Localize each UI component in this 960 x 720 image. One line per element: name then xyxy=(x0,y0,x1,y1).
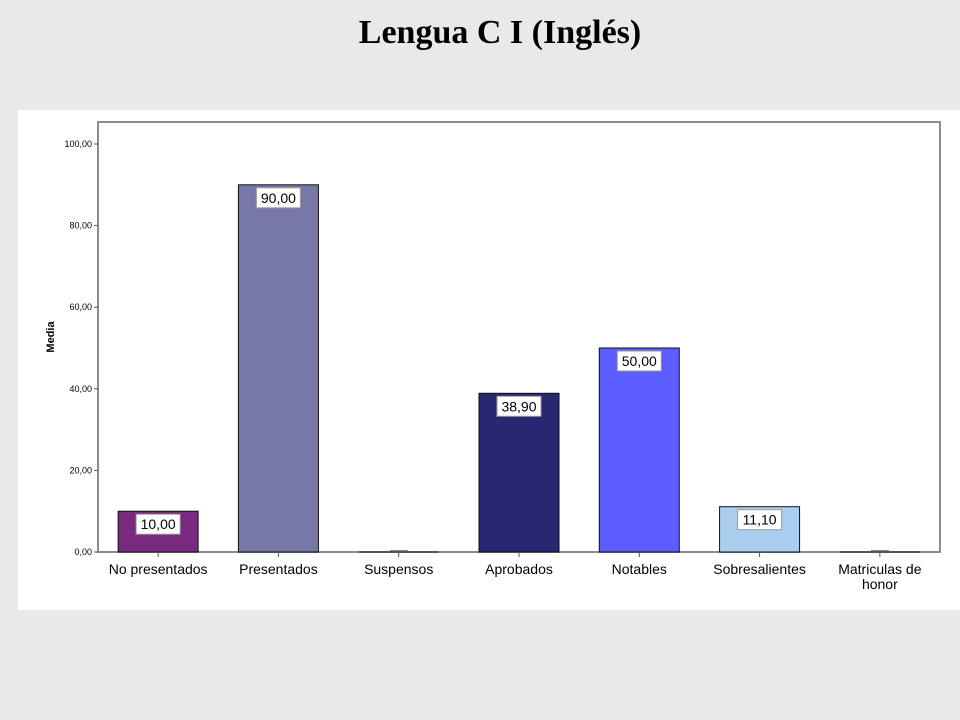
chart-panel: 0,00 20,00 40,00 60,00 80,00 100,00 Media No pr… xyxy=(18,110,960,610)
x-tick-label: Aprobados xyxy=(485,561,553,577)
data-label: 90,00 xyxy=(261,190,296,206)
x-tick-label: Sobresalientes xyxy=(713,561,806,577)
data-label: 10,00 xyxy=(141,516,176,532)
data-label: 38,90 xyxy=(501,398,536,414)
y-axis-title: Media xyxy=(45,321,57,353)
x-tick-label: Notables xyxy=(612,561,667,577)
x-tick-label: Matriculas de xyxy=(838,561,921,577)
y-tick-label: 80,00 xyxy=(69,221,92,231)
data-label: 11,10 xyxy=(743,512,777,528)
y-tick-label: 60,00 xyxy=(69,302,92,312)
x-tick-label: Presentados xyxy=(239,561,318,577)
data-label-box xyxy=(616,350,662,372)
y-tick-label: 0,00 xyxy=(74,547,92,557)
x-tick-label: honor xyxy=(862,576,898,592)
y-tick-label: 40,00 xyxy=(69,384,92,394)
x-tick-label: No presentados xyxy=(109,561,208,577)
data-label: 50,00 xyxy=(622,353,657,369)
data-label-box xyxy=(255,187,301,209)
data-label-box xyxy=(496,395,542,417)
bar xyxy=(478,392,560,553)
x-tick-label: Suspensos xyxy=(364,561,433,577)
slide-title: Lengua C I (Inglés) xyxy=(358,14,642,51)
data-label-box xyxy=(135,513,181,535)
bar xyxy=(598,347,680,553)
y-tick-label: 20,00 xyxy=(69,465,92,475)
data-label-box xyxy=(737,509,783,531)
y-tick-label: 100,00 xyxy=(64,139,92,149)
bar-chart: 0,00 20,00 40,00 60,00 80,00 100,00 Media No pr… xyxy=(45,121,941,592)
bar xyxy=(237,184,319,553)
